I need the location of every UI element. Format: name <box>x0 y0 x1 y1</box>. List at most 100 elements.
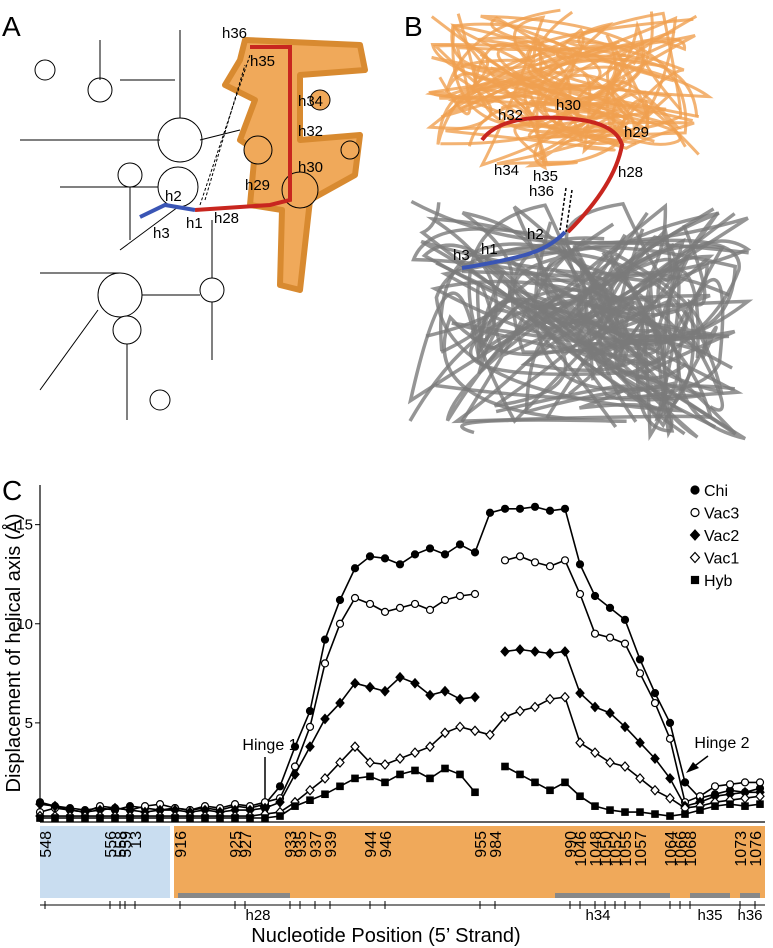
x-tick-label: 1068 <box>683 831 700 867</box>
point <box>651 810 659 818</box>
point <box>740 778 750 787</box>
point <box>620 639 630 648</box>
helix-label: h35 <box>533 168 558 185</box>
point <box>605 603 615 613</box>
legend-marker <box>690 575 700 585</box>
y-tick-label: 15 <box>16 517 33 534</box>
point <box>516 770 524 779</box>
point <box>396 770 404 779</box>
point <box>96 814 104 822</box>
point <box>440 550 450 559</box>
helix-bar <box>740 893 760 898</box>
rna-strand <box>425 256 718 429</box>
helix-label: h3 <box>153 225 170 242</box>
point <box>530 646 540 657</box>
x-tick-label: 1073 <box>733 831 750 867</box>
legend-marker <box>689 529 701 541</box>
point <box>500 711 510 723</box>
point <box>36 814 44 822</box>
annotation: Hinge 2 <box>694 735 749 752</box>
rna-strand <box>438 34 696 171</box>
point <box>590 591 600 601</box>
point <box>500 646 510 657</box>
point <box>591 802 599 810</box>
point <box>50 800 60 812</box>
point <box>321 790 329 799</box>
rna-strand <box>524 319 737 439</box>
point <box>320 659 330 668</box>
point <box>620 761 630 772</box>
point <box>575 560 585 569</box>
point <box>605 757 615 768</box>
rna-strand <box>411 227 713 424</box>
helix-label: h29 <box>624 124 649 141</box>
region-box <box>174 826 765 898</box>
point <box>741 802 749 810</box>
x-tick-label: 1076 <box>748 831 765 867</box>
helix-bar <box>690 893 730 898</box>
rna-strand <box>564 201 736 380</box>
x-tick-label: 1064 <box>663 831 680 867</box>
x-tick-label: 558 <box>113 831 130 858</box>
point <box>305 722 315 731</box>
point <box>410 747 420 759</box>
x-tick-label: 925 <box>228 831 245 858</box>
point <box>411 766 419 775</box>
point <box>515 552 525 561</box>
point <box>261 814 269 822</box>
point <box>410 550 420 559</box>
point <box>635 669 645 678</box>
point <box>756 800 764 808</box>
point <box>635 655 645 664</box>
rna-strand <box>495 266 700 439</box>
rna-strand <box>425 61 700 157</box>
point <box>440 685 450 697</box>
x-tick-label: 556 <box>103 831 120 858</box>
point <box>395 753 405 764</box>
rna-strand <box>442 254 715 435</box>
point <box>351 774 359 783</box>
x-tick-label: 990 <box>563 831 580 858</box>
point <box>681 810 689 818</box>
point <box>726 800 734 808</box>
point <box>560 646 570 657</box>
point <box>126 814 134 822</box>
legend-label: Vac2 <box>704 528 739 545</box>
point <box>650 784 660 796</box>
point <box>545 562 555 571</box>
point <box>365 681 375 693</box>
point <box>305 741 315 753</box>
point <box>710 782 720 791</box>
x-tick-label: 944 <box>363 831 380 858</box>
point <box>380 607 390 616</box>
point <box>426 774 434 783</box>
point <box>365 552 375 561</box>
point <box>366 772 374 781</box>
point <box>455 693 465 705</box>
helix-labels: A B C h36 h35 h34 h32 h30 h29 h28 h1 h2 … <box>2 11 649 506</box>
x-tick-label: 916 <box>173 831 190 858</box>
point <box>755 778 765 787</box>
point <box>35 798 45 810</box>
point <box>680 778 690 787</box>
helix-label: h36 <box>529 183 554 200</box>
point <box>305 784 315 796</box>
point <box>650 689 660 698</box>
point <box>425 605 435 614</box>
x-tick-label: 13 <box>128 831 145 849</box>
point <box>441 764 449 773</box>
point <box>560 556 570 565</box>
point <box>425 544 435 553</box>
rna-strand <box>440 238 741 379</box>
helix-bar <box>555 893 670 898</box>
point <box>470 589 480 599</box>
helix-label: h1 <box>481 241 498 258</box>
annotation-arrow <box>686 762 699 773</box>
legend-marker <box>690 485 700 495</box>
y-axis-title: Displacement of helical axis (Å) <box>2 514 25 793</box>
point <box>485 729 495 741</box>
point <box>470 691 480 703</box>
point <box>650 753 660 764</box>
point <box>350 741 360 753</box>
